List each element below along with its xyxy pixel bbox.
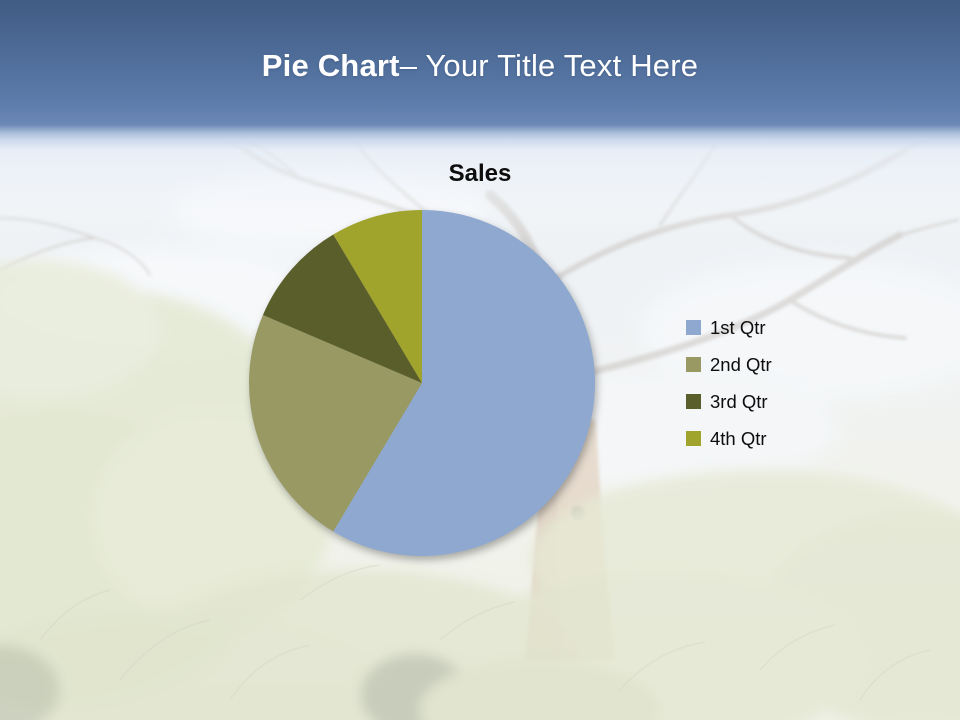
legend-label: 2nd Qtr: [710, 354, 772, 375]
legend-item[interactable]: 1st Qtr: [686, 316, 772, 339]
slide-title-bold: Pie Chart: [261, 48, 400, 83]
slide-title-placeholder[interactable]: Pie Chart– Your Title Text Here: [0, 48, 960, 84]
pie-svg[interactable]: [242, 203, 602, 563]
legend-label: 4th Qtr: [710, 428, 767, 449]
pie-slice-1st-qtr[interactable]: [333, 210, 596, 556]
slide-title-rest: – Your Title Text Here: [399, 48, 699, 83]
pie-slice-4th-qtr[interactable]: [333, 210, 422, 383]
legend-label: 3rd Qtr: [710, 391, 768, 412]
pie-chart-object[interactable]: [242, 203, 602, 563]
chart-legend[interactable]: 1st Qtr 2nd Qtr 3rd Qtr 4th Qtr: [686, 316, 772, 464]
chart-title[interactable]: Sales: [448, 160, 512, 187]
legend-swatch-icon: [686, 431, 701, 446]
legend-swatch-icon: [686, 357, 701, 372]
legend-item[interactable]: 4th Qtr: [686, 427, 772, 450]
header-band: Pie Chart– Your Title Text Here: [0, 0, 960, 150]
legend-label: 1st Qtr: [710, 317, 766, 338]
legend-swatch-icon: [686, 320, 701, 335]
legend-item[interactable]: 2nd Qtr: [686, 353, 772, 376]
legend-swatch-icon: [686, 394, 701, 409]
legend-item[interactable]: 3rd Qtr: [686, 390, 772, 413]
pie-slice-2nd-qtr[interactable]: [249, 315, 422, 532]
pie-slice-3rd-qtr[interactable]: [262, 234, 422, 383]
